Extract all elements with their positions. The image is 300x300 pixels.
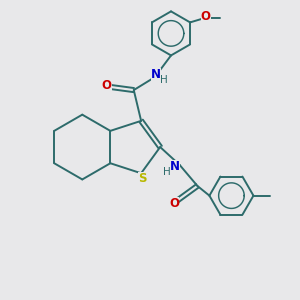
Text: O: O	[101, 79, 112, 92]
Text: H: H	[160, 75, 168, 85]
Text: N: N	[151, 68, 161, 81]
Text: O: O	[169, 197, 179, 210]
Text: S: S	[138, 172, 147, 185]
Text: N: N	[170, 160, 180, 173]
Text: H: H	[164, 167, 171, 177]
Text: O: O	[201, 10, 211, 22]
